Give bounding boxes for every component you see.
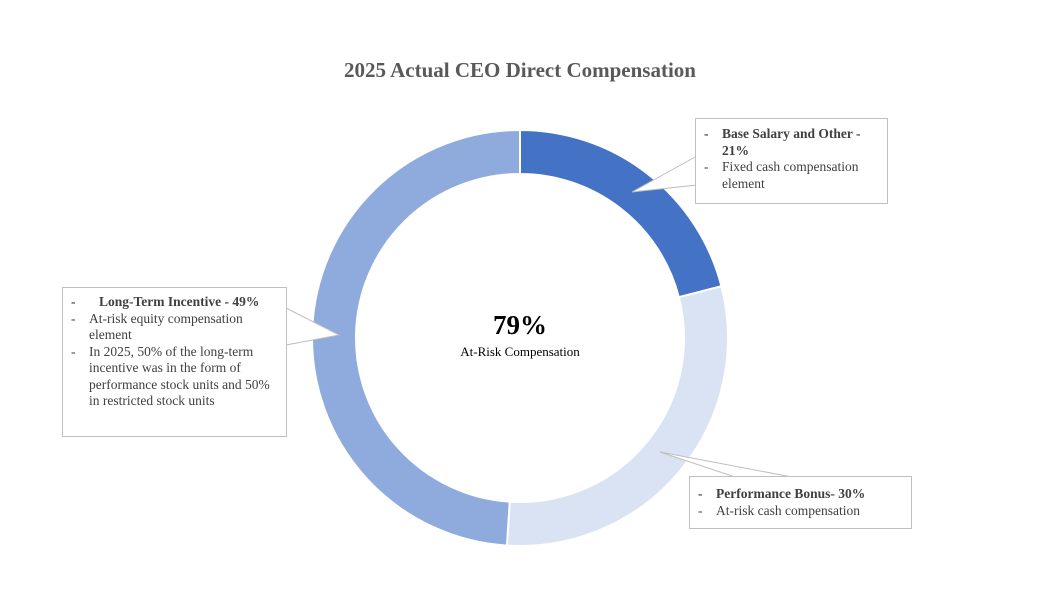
callout-ltip-heading: Long-Term Incentive - 49%	[71, 294, 276, 311]
callout-performance-bonus: Performance Bonus- 30% At-risk cash comp…	[689, 476, 912, 529]
callout-base-heading: Base Salary and Other - 21%	[704, 126, 877, 159]
callout-bonus-heading: Performance Bonus- 30%	[698, 486, 901, 503]
slice-layer	[311, 128, 729, 547]
callout-base-salary: Base Salary and Other - 21% Fixed cash c…	[695, 118, 888, 204]
center-value: 79%	[493, 310, 547, 340]
chart-title: 2025 Actual CEO Direct Compensation	[344, 58, 696, 82]
callout-long-term-incentive: Long-Term Incentive - 49% At-risk equity…	[62, 287, 287, 437]
callout-ltip-line-1: At-risk equity compensation element	[71, 311, 276, 344]
callout-base-line-1: Fixed cash compensation element	[704, 159, 877, 192]
callout-pointers	[285, 155, 793, 478]
slice-ltip	[311, 128, 521, 547]
center-label: At-Risk Compensation	[460, 344, 580, 359]
callout-ltip-line-2: In 2025, 50% of the long-term incentive …	[71, 344, 276, 410]
slice-base	[519, 128, 723, 299]
callout-bonus-line-1: At-risk cash compensation	[698, 503, 901, 520]
